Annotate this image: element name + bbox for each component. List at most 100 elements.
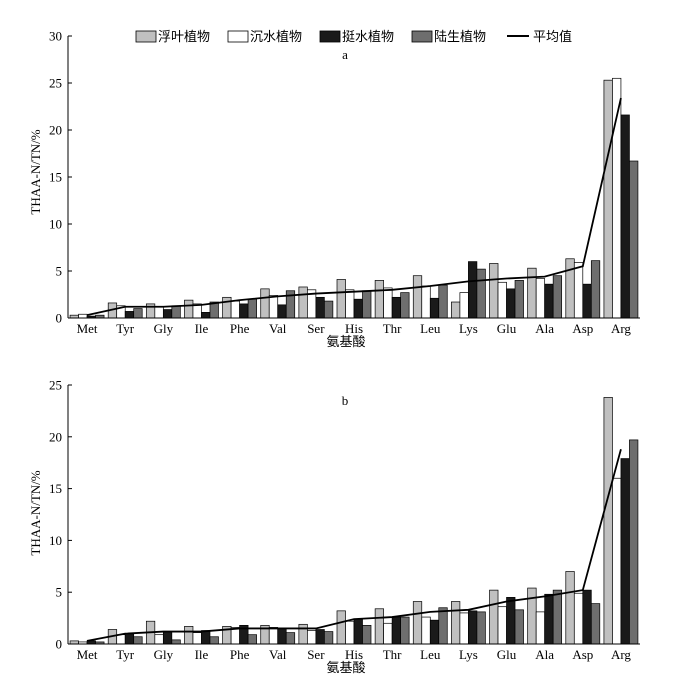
panel-a-bar-tyr-s2 [124,311,135,319]
panel-b-ytick-label: 10 [49,533,62,548]
panel-a-bar-phe-s1 [230,300,240,319]
panel-a-xtick-val: Val [269,321,287,336]
panel-a-bar-thr-s3 [400,292,410,319]
panel-b-bar-ala-s2 [544,593,554,645]
panel-b-bar-his-s0 [336,610,346,645]
panel-b-xtick-ile: Ile [195,647,209,662]
panel-a-bar-tyr-s3 [133,308,143,319]
panel-b-bar-his-s2 [353,618,363,645]
panel-a-bar-thr-s1 [383,287,393,319]
panel-b-xtick-arg: Arg [611,647,631,662]
panel-a-bar-lys-s0 [451,301,461,319]
panel-a-bar-val-s1 [268,295,279,319]
panel-a-x-ticks: Met Tyr Gly Ile Phe Val Ser His Thr Leu Lys Glu Ala A… [77,321,632,336]
panel-b-xtick-gly: Gly [154,647,174,662]
panel-b-bar-glu-s2 [506,597,516,645]
panel-b-bar-arg-s2 [620,458,630,645]
panel-b-bar-thr-s1 [383,622,393,645]
panel-b-xtick-lys: Lys [459,647,478,662]
panel-a-bar-ser-s3 [324,300,334,319]
panel-a-bar-ile-s2 [201,312,211,319]
panel-a-bar-glu-s2 [506,288,516,319]
panel-a-bar-ser-s2 [315,296,325,319]
panel-a-ytick-label: 25 [49,76,62,91]
panel-a-bar-val-s2 [277,304,287,319]
panel-b-bar-asp-s1 [573,592,584,645]
legend-label-3: 陆生植物 [434,29,486,45]
panel-b-bar-tyr-s1 [116,634,126,645]
panel-a-bar-gly-s2 [162,309,173,319]
panel-a-bar-met-s1 [78,313,88,319]
panel-a-bar-asp-s0 [565,258,575,319]
panel-b-bar-gly-s2 [162,631,173,645]
panel-b-bar-thr-s2 [391,616,401,645]
panel-a-ytick-label: 10 [49,217,62,232]
panel-a-bar-leu-s3 [438,284,448,319]
panel-b-bar-thr-s3 [400,616,410,645]
panel-a-xtick-tyr: Tyr [116,321,135,336]
panel-a-bar-phe-s3 [247,298,257,319]
panel-a-bar-arg-s3 [629,160,639,319]
panel-a: 0 5 10 15 20 25 30 Met Tyr Gly Ile Phe Val Ser His Thr… [28,29,640,350]
panel-a-bar-his-s2 [353,298,363,319]
panel-a-ytick-label: 5 [56,264,63,279]
panel-a-bar-thr-s0 [374,280,384,319]
panel-b-bar-val-s1 [268,627,279,645]
legend-label-mean: 平均值 [533,29,572,45]
panel-b-bar-tyr-s2 [124,633,135,645]
panel-a-bar-val-s0 [260,288,270,319]
panel-a-xtick-ala: Ala [535,321,554,336]
panel-b-bars [69,397,639,645]
panel-b-xtick-val: Val [269,647,287,662]
panel-a-bar-ser-s0 [298,286,308,319]
panel-a-bar-lys-s3 [476,268,486,319]
panel-a-ytick-label: 15 [49,170,62,185]
panel-a-xtick-thr: Thr [383,321,402,336]
panel-b-xtick-tyr: Tyr [116,647,135,662]
panel-b-bar-ser-s1 [307,630,317,645]
panel-a-xtick-glu: Glu [497,321,517,336]
panel-b-bar-lys-s2 [468,610,478,645]
panel-a-x-label: 氨基酸 [326,335,365,350]
panel-b-mean-line [86,448,622,642]
panel-b-bar-arg-s3 [629,439,639,645]
legend-swatch-3 [411,30,433,43]
panel-a-bar-ala-s1 [535,278,546,319]
panel-b-xtick-met: Met [77,647,98,662]
panel-b-xtick-his: His [345,647,363,662]
panel-a-ytick-label: 30 [49,29,62,44]
panel-a-bar-phe-s2 [239,303,249,319]
panel-a-bars [69,77,639,319]
panel-b-bar-ser-s2 [315,629,325,645]
panel-b-x-ticks: Met Tyr Gly Ile Phe Val Ser His Thr Leu Lys Glu Ala A… [77,647,632,662]
panel-b-letter: b [342,393,349,408]
panel-a-bar-ala-s2 [544,283,554,319]
panel-b-bar-tyr-s3 [133,636,143,645]
panel-b-bar-val-s3 [285,632,296,645]
panel-b-bar-thr-s0 [374,608,384,645]
panel-b-bar-ile-s0 [184,626,194,645]
panel-b-bar-phe-s3 [247,634,257,645]
panel-a-xtick-asp: Asp [572,321,593,336]
panel-a-bar-his-s0 [336,279,346,319]
panel-b-bar-asp-s2 [582,589,592,645]
panel-a-bar-asp-s3 [590,260,601,319]
panel-a-bar-leu-s0 [412,275,423,319]
panel-a-bar-lys-s1 [459,292,469,319]
panel-b-x-label: 氨基酸 [326,661,365,676]
panel-b-bar-lys-s1 [459,612,469,645]
panel-a-bar-arg-s0 [603,79,613,319]
panel-a-bar-his-s1 [345,289,355,319]
panel-b-bar-glu-s1 [497,606,507,645]
panel-a-mean-line [86,97,622,317]
panel-b-bar-lys-s3 [476,611,486,645]
panel-b-bar-val-s2 [277,628,287,645]
panel-b-bar-ser-s0 [298,623,308,645]
legend-label-1: 沉水植物 [250,30,302,45]
legend-swatch-0 [135,30,157,43]
panel-a-bar-glu-s1 [497,281,507,319]
panel-a-bar-ala-s3 [552,275,563,319]
panel-b-bar-his-s1 [345,620,355,645]
